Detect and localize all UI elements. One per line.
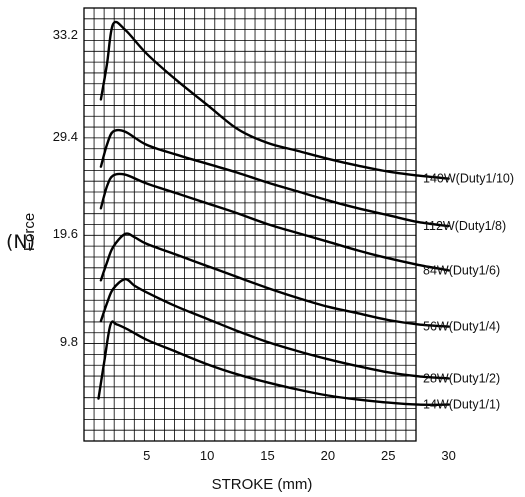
series-label: 112W(Duty1/8) — [423, 219, 506, 233]
y-tick-labels: 9.8 19.6 29.4 33.2 — [53, 27, 78, 349]
y-tick-label: 33.2 — [53, 27, 78, 42]
x-tick-labels: 5 10 15 20 25 30 — [143, 448, 456, 463]
curves — [97, 20, 450, 406]
y-tick-label: 19.6 — [53, 226, 78, 241]
y-tick-label: 29.4 — [53, 129, 78, 144]
y-tick-label: 9.8 — [60, 334, 78, 349]
series-line — [99, 232, 450, 328]
series-labels: 140W(Duty1/10) 112W(Duty1/8) 84W(Duty1/6) 5… — [423, 172, 514, 412]
series-label: 28W(Duty1/2) — [423, 371, 500, 385]
series-label: 140W(Duty1/10) — [423, 172, 514, 186]
plot-frame — [83, 7, 417, 442]
y-axis-title: Force — [21, 213, 38, 251]
x-tick-label: 25 — [381, 448, 395, 463]
series-label: 56W(Duty1/4) — [423, 320, 500, 334]
y-axis-unit: (N) — [6, 231, 35, 253]
series-line — [99, 277, 450, 380]
x-tick-label: 5 — [143, 448, 150, 463]
series-line — [99, 20, 450, 180]
x-axis-title: STROKE (mm) — [212, 476, 313, 493]
series-line — [99, 172, 450, 272]
x-tick-label: 10 — [200, 448, 214, 463]
x-tick-label: 20 — [321, 448, 335, 463]
series-line — [99, 128, 450, 228]
series-label: 84W(Duty1/6) — [423, 263, 500, 277]
series-label: 14W(Duty1/1) — [423, 398, 500, 412]
grid — [84, 8, 416, 441]
x-tick-label: 15 — [260, 448, 274, 463]
series-line — [97, 320, 450, 406]
x-tick-label: 30 — [441, 448, 455, 463]
